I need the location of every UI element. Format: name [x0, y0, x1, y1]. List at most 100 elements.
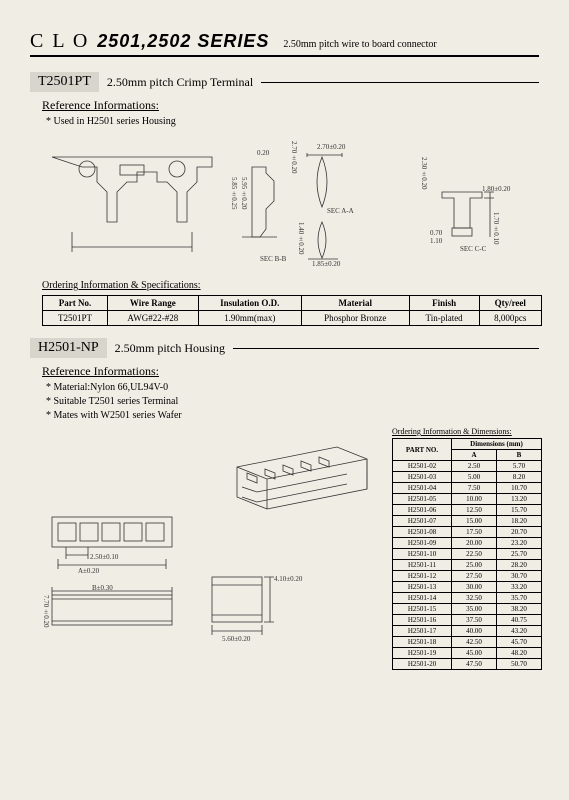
dim: SEC C-C	[460, 245, 486, 253]
table-row: H2501-1535.0038.20	[393, 604, 542, 615]
td: 10.00	[452, 494, 497, 505]
td: 40.00	[452, 626, 497, 637]
td: H2501-17	[393, 626, 452, 637]
td: H2501-08	[393, 527, 452, 538]
dim: SEC A-A	[327, 207, 354, 215]
table-row: H2501-022.505.70	[393, 461, 542, 472]
td: 48.20	[496, 648, 541, 659]
table-row: T2501PT AWG#22-#28 1.90mm(max) Phosphor …	[43, 311, 542, 326]
td: 2.50	[452, 461, 497, 472]
table-row: H2501-1022.5025.70	[393, 549, 542, 560]
td: H2501-14	[393, 593, 452, 604]
td: 45.70	[496, 637, 541, 648]
td: 25.70	[496, 549, 541, 560]
td: 43.20	[496, 626, 541, 637]
td: 45.00	[452, 648, 497, 659]
th: Part No.	[43, 296, 108, 311]
td: 5.00	[452, 472, 497, 483]
table-row: H2501-0817.5020.70	[393, 527, 542, 538]
ref-note-2c: * Mates with W2501 series Wafer	[46, 409, 539, 423]
th: Insulation O.D.	[198, 296, 301, 311]
th: B	[496, 450, 541, 461]
td: H2501-05	[393, 494, 452, 505]
series-subtitle: 2.50mm pitch wire to board connector	[283, 39, 436, 50]
housing-drawings: 2.50±0.10 A±0.20 B±0.30 7.70±0.20 4.10±0…	[42, 427, 382, 647]
td: 33.20	[496, 582, 541, 593]
page-header: C L O 2501,2502 SERIES 2.50mm pitch wire…	[30, 30, 539, 57]
dim: 7.70±0.20	[42, 595, 50, 628]
table-row: H2501-035.008.20	[393, 472, 542, 483]
td: 35.70	[496, 593, 541, 604]
th: Dimensions (mm)	[452, 439, 542, 450]
ref-note-1: * Used in H2501 series Housing	[46, 115, 539, 129]
table-row: Part No. Wire Range Insulation O.D. Mate…	[43, 296, 542, 311]
td: 42.50	[452, 637, 497, 648]
td: 13.20	[496, 494, 541, 505]
dim: SEC B-B	[260, 255, 286, 263]
td: 20.70	[496, 527, 541, 538]
th: PART NO.	[393, 439, 452, 461]
td: 17.50	[452, 527, 497, 538]
td: H2501-19	[393, 648, 452, 659]
td: H2501-12	[393, 571, 452, 582]
td: 8,000pcs	[479, 311, 541, 326]
td: 32.50	[452, 593, 497, 604]
td: 27.50	[452, 571, 497, 582]
title-rule	[261, 82, 539, 83]
table-row: H2501-1432.5035.70	[393, 593, 542, 604]
td: H2501-16	[393, 615, 452, 626]
dim: A±0.20	[78, 567, 99, 575]
td: 7.50	[452, 483, 497, 494]
td: 22.50	[452, 549, 497, 560]
td: 20.00	[452, 538, 497, 549]
title-rule-2	[233, 348, 539, 349]
th: A	[452, 450, 497, 461]
td: 15.00	[452, 516, 497, 527]
ref-note-2b: * Suitable T2501 series Terminal	[46, 395, 539, 409]
dim: 2.70±0.20	[317, 143, 345, 151]
dim: 0.20	[257, 149, 269, 157]
td: Tin-plated	[409, 311, 479, 326]
td: H2501-10	[393, 549, 452, 560]
datasheet-page: C L O 2501,2502 SERIES 2.50mm pitch wire…	[0, 0, 569, 694]
table-row: H2501-1740.0043.20	[393, 626, 542, 637]
td: 35.00	[452, 604, 497, 615]
td: 10.70	[496, 483, 541, 494]
section1-title: 2.50mm pitch Crimp Terminal	[107, 75, 253, 90]
td: H2501-03	[393, 472, 452, 483]
td: 1.90mm(max)	[198, 311, 301, 326]
part-number-box-2: H2501-NP	[30, 338, 107, 358]
table-row: H2501-2047.5050.70	[393, 659, 542, 670]
section1-header: T2501PT 2.50mm pitch Crimp Terminal	[30, 72, 539, 92]
td: 40.75	[496, 615, 541, 626]
part-number-box: T2501PT	[30, 72, 99, 92]
table-row: H2501-1330.0033.20	[393, 582, 542, 593]
td: 8.20	[496, 472, 541, 483]
table-row: H2501-1227.5030.70	[393, 571, 542, 582]
section2-title: 2.50mm pitch Housing	[115, 341, 225, 356]
table-row: H2501-1125.0028.20	[393, 560, 542, 571]
td: 25.00	[452, 560, 497, 571]
dim: 1.70±0.10	[492, 212, 500, 245]
td: 37.50	[452, 615, 497, 626]
th: Finish	[409, 296, 479, 311]
dimensions-block: Ordering Information & Dimensions: PART …	[392, 427, 542, 670]
td: H2501-07	[393, 516, 452, 527]
td: AWG#22-#28	[108, 311, 198, 326]
dim: 1.40±0.20	[297, 222, 305, 255]
dims-table-title: Ordering Information & Dimensions:	[392, 427, 542, 436]
ref-note-2a: * Material:Nylon 66,UL94V-0	[46, 381, 539, 395]
series-title: 2501,2502 SERIES	[97, 31, 269, 52]
td: H2501-20	[393, 659, 452, 670]
td: H2501-09	[393, 538, 452, 549]
dim: 5.60±0.20	[222, 635, 250, 643]
th: Wire Range	[108, 296, 198, 311]
td: 30.00	[452, 582, 497, 593]
table-row: H2501-0920.0023.20	[393, 538, 542, 549]
dim: 5.85±0.25	[230, 177, 238, 210]
brand-logo: C L O	[30, 30, 89, 53]
table-row: H2501-0612.5015.70	[393, 505, 542, 516]
td: H2501-18	[393, 637, 452, 648]
dim: 1.85±0.20	[312, 260, 340, 268]
table-row: H2501-1842.5045.70	[393, 637, 542, 648]
